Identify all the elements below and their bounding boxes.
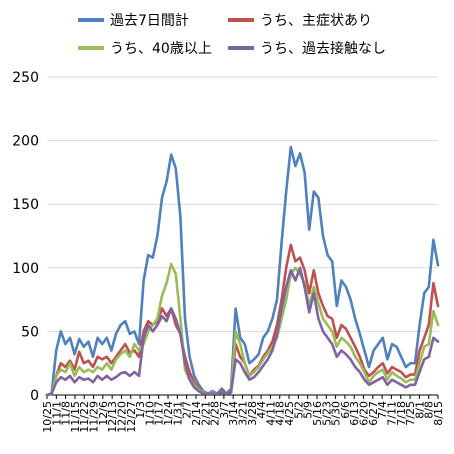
legend-label: うち、40歳以上 — [110, 41, 212, 57]
x-tick-label: 5/23 — [320, 401, 333, 426]
legend-label: うち、過去接触なし — [260, 40, 386, 57]
series-line-1 — [45, 145, 440, 397]
x-tick-label: 6/27 — [367, 401, 380, 426]
x-tick-label: 4/11 — [264, 401, 277, 426]
x-tick-label: 2/7 — [181, 401, 194, 419]
x-tick-label: 1/3 — [134, 401, 147, 419]
x-tick-label: 11/29 — [88, 401, 101, 433]
gridlines — [47, 76, 438, 332]
y-tick-label: 50 — [21, 324, 39, 340]
x-tick-label: 5/16 — [311, 401, 324, 426]
series-line-3 — [45, 262, 440, 397]
legend-label: うち、主症状あり — [260, 13, 372, 29]
x-tick-label: 8/15 — [432, 401, 445, 426]
x-tick-label: 12/27 — [125, 401, 138, 433]
y-tick-label: 200 — [12, 134, 39, 150]
y-axis: 0 50 100 150 200 250 — [12, 70, 39, 404]
x-tick-label: 12/6 — [97, 401, 110, 426]
x-tick-label: 3/21 — [237, 401, 250, 426]
x-tick-label: 8/1 — [413, 401, 426, 419]
x-tick-label: 4/25 — [283, 401, 296, 426]
x-tick-label: 11/1 — [50, 401, 63, 426]
x-tick-label: 3/7 — [218, 401, 231, 419]
x-tick-label: 3/28 — [246, 401, 259, 426]
x-tick-label: 12/13 — [106, 401, 119, 433]
x-tick-label: 7/11 — [385, 401, 398, 426]
x-tick-label: 7/4 — [376, 401, 389, 419]
series-line-4 — [45, 266, 440, 397]
x-tick-label: 7/18 — [395, 401, 408, 426]
x-tick-label: 2/14 — [190, 401, 203, 426]
x-tick-label: 6/20 — [358, 401, 371, 426]
x-tick-label: 1/31 — [171, 401, 184, 426]
x-tick-label: 1/24 — [162, 401, 175, 426]
x-tick-label: 4/4 — [255, 401, 268, 419]
x-tick-label: 2/28 — [209, 401, 222, 426]
y-tick-label: 0 — [30, 388, 39, 404]
x-tick-label: 10/25 — [41, 401, 54, 433]
x-tick-label: 8/8 — [423, 401, 436, 419]
series-line-2 — [45, 243, 440, 397]
x-tick-label: 7/25 — [404, 401, 417, 426]
x-axis: 10/2511/111/811/1511/2211/2912/612/1312/… — [41, 394, 445, 433]
x-tick-label: 5/30 — [330, 401, 343, 426]
x-tick-label: 11/22 — [78, 401, 91, 433]
y-tick-label: 250 — [12, 70, 39, 86]
legend-label: 過去7日間計 — [110, 13, 189, 29]
x-tick-label: 1/10 — [143, 401, 156, 426]
x-tick-label: 1/17 — [153, 401, 166, 426]
x-tick-label: 11/15 — [69, 401, 82, 433]
y-tick-label: 150 — [12, 197, 39, 213]
x-tick-label: 6/13 — [348, 401, 361, 426]
x-tick-label: 3/14 — [227, 401, 240, 426]
y-tick-label: 100 — [12, 261, 39, 277]
x-tick-label: 11/8 — [60, 401, 73, 426]
x-tick-label: 12/20 — [115, 401, 128, 433]
series-lines — [45, 145, 440, 397]
x-tick-label: 4/18 — [274, 401, 287, 426]
x-tick-label: 2/21 — [199, 401, 212, 426]
x-tick-label: 5/2 — [292, 401, 305, 419]
x-tick-label: 5/9 — [302, 401, 315, 419]
x-tick-label: 6/6 — [339, 401, 352, 419]
